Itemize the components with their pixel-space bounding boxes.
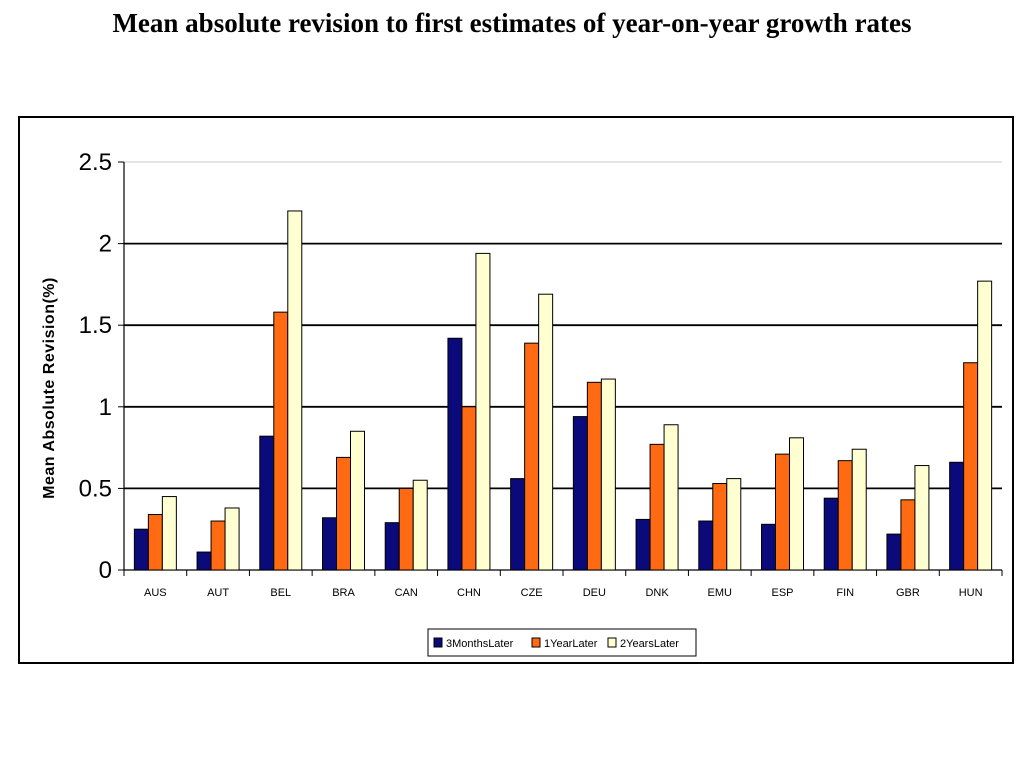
y-axis-title: Mean Absolute Revision(%) xyxy=(41,277,58,499)
bar-hun-3monthslater xyxy=(949,461,965,571)
bar-aus-3monthslater xyxy=(133,528,149,571)
x-tick-label: FIN xyxy=(836,587,854,599)
legend-swatch-3monthslater xyxy=(433,637,443,648)
x-tick-label: DNK xyxy=(645,587,669,599)
legend-label: 1YearLater xyxy=(544,638,598,650)
x-tick-label: DEU xyxy=(583,587,606,599)
bar-bel-3monthslater xyxy=(259,435,275,571)
bar-aut-1yearlater xyxy=(210,520,226,571)
bar-gbr-2yearslater xyxy=(914,465,930,571)
bar-chn-3monthslater xyxy=(447,337,463,571)
bar-bra-2yearslater xyxy=(350,430,365,571)
y-tick-label: 2.5 xyxy=(79,149,112,176)
bar-aut-2yearslater xyxy=(224,507,240,571)
bar-deu-3monthslater xyxy=(572,416,588,571)
bar-dnk-3monthslater xyxy=(635,518,651,571)
bar-aus-1yearlater xyxy=(147,514,163,571)
bar-esp-1yearlater xyxy=(775,453,790,571)
x-tick-label: HUN xyxy=(959,587,983,599)
bar-aut-3monthslater xyxy=(196,551,212,571)
x-tick-label: AUS xyxy=(144,587,167,599)
chart-frame: 0 0.5 1 1.5 2 2.5 Mean Absolute Revision(%) AUS… xyxy=(18,116,1014,664)
y-tick-label: 2 xyxy=(99,231,112,258)
bar-bel-2yearslater xyxy=(287,210,303,571)
legend-swatch-1yearlater xyxy=(531,637,541,648)
x-tick-label: CHN xyxy=(457,587,481,599)
y-tick-label: 1 xyxy=(99,394,112,421)
x-tick-label: ESP xyxy=(771,587,793,599)
x-tick-label: CZE xyxy=(521,587,543,599)
bar-bra-3monthslater xyxy=(322,517,337,571)
y-tick-label: 0.5 xyxy=(79,475,112,502)
bar-emu-3monthslater xyxy=(698,520,714,571)
x-tick-label: AUT xyxy=(207,587,229,599)
bar-chn-1yearlater xyxy=(461,406,477,571)
bar-emu-1yearlater xyxy=(712,483,728,571)
bar-cze-2yearslater xyxy=(538,293,554,571)
y-tick-label: 1.5 xyxy=(79,312,112,339)
legend-label: 2YearsLater xyxy=(620,638,679,650)
x-tick-label: EMU xyxy=(708,587,733,599)
x-tick-label: GBR xyxy=(896,587,920,599)
x-tick-label: BEL xyxy=(270,587,291,599)
bar-fin-3monthslater xyxy=(823,497,839,571)
bar-gbr-3monthslater xyxy=(886,533,902,571)
x-tick-label: BRA xyxy=(332,587,355,599)
y-tick-label: 0 xyxy=(99,557,112,584)
bar-esp-2yearslater xyxy=(789,437,804,571)
bar-cze-1yearlater xyxy=(524,342,540,571)
bar-can-1yearlater xyxy=(398,487,414,571)
legend xyxy=(427,628,697,657)
bar-cze-3monthslater xyxy=(510,478,526,571)
bar-chn-2yearslater xyxy=(475,252,491,571)
x-tick-label: CAN xyxy=(395,587,418,599)
bar-dnk-2yearslater xyxy=(663,424,679,571)
page-title: Mean absolute revision to first estimate… xyxy=(112,8,912,38)
bar-deu-2yearslater xyxy=(600,378,616,571)
bar-hun-1yearlater xyxy=(963,362,979,571)
bar-esp-3monthslater xyxy=(761,523,776,571)
bar-fin-2yearslater xyxy=(851,448,867,571)
bar-emu-2yearslater xyxy=(726,478,742,571)
bar-gbr-1yearlater xyxy=(900,499,916,571)
bar-bel-1yearlater xyxy=(273,311,289,571)
bar-chart: 0 0.5 1 1.5 2 2.5 Mean Absolute Revision(%) AUS… xyxy=(41,149,1003,657)
bar-fin-1yearlater xyxy=(837,460,853,571)
bar-can-3monthslater xyxy=(384,522,400,571)
bar-can-2yearslater xyxy=(412,479,428,571)
bar-aus-2yearslater xyxy=(161,496,177,571)
legend-swatch-2yearslater xyxy=(607,637,617,648)
legend-label: 3MonthsLater xyxy=(446,638,514,650)
bar-dnk-1yearlater xyxy=(649,443,665,571)
bar-deu-1yearlater xyxy=(586,381,602,571)
bar-bra-1yearlater xyxy=(336,456,351,571)
bar-hun-2yearslater xyxy=(977,280,993,571)
